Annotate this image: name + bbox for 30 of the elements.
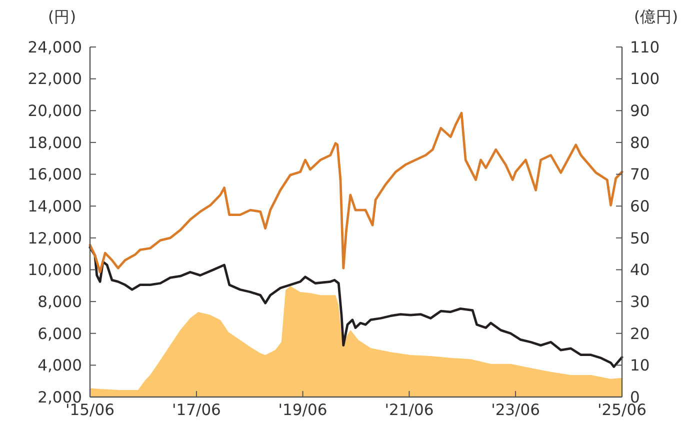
y2-tick-label: 40 — [630, 261, 650, 280]
y-tick-label: 6,000 — [38, 324, 82, 343]
x-tick-label: '19/06 — [278, 401, 328, 419]
y2-tick-label: 20 — [630, 324, 650, 343]
y2-tick-label: 80 — [630, 134, 650, 152]
line-series — [88, 246, 624, 368]
y-tick-label: 8,000 — [38, 292, 82, 311]
y2-tick-label: 100 — [630, 70, 660, 88]
y-axis-title: (円) — [48, 8, 76, 26]
y2-tick-label: 90 — [630, 102, 650, 120]
y-tick-label: 24,000 — [28, 38, 82, 56]
y2-tick-label: 30 — [630, 292, 650, 311]
y-tick-label: 16,000 — [28, 166, 82, 184]
x-tick-label: '23/06 — [491, 401, 540, 419]
x-tick-label: '17/06 — [172, 401, 221, 419]
y2-tick-label: 110 — [630, 38, 660, 56]
y-tick-label: 10,000 — [28, 261, 82, 280]
y2-axis-title: (億円) — [634, 8, 678, 26]
y-tick-label: 22,000 — [28, 70, 82, 88]
y-tick-label: 4,000 — [38, 356, 82, 375]
y-tick-label: 14,000 — [28, 198, 82, 216]
x-tick-label: '21/06 — [384, 401, 434, 419]
y2-tick-label: 70 — [630, 166, 650, 184]
y-tick-label: 20,000 — [28, 102, 82, 120]
line-series — [88, 112, 624, 274]
y2-tick-label: 10 — [630, 356, 650, 375]
y-tick-label: 12,000 — [28, 229, 82, 248]
y-tick-label: 18,000 — [28, 134, 82, 152]
y2-tick-label: 50 — [630, 229, 650, 248]
y2-tick-label: 60 — [630, 198, 650, 216]
